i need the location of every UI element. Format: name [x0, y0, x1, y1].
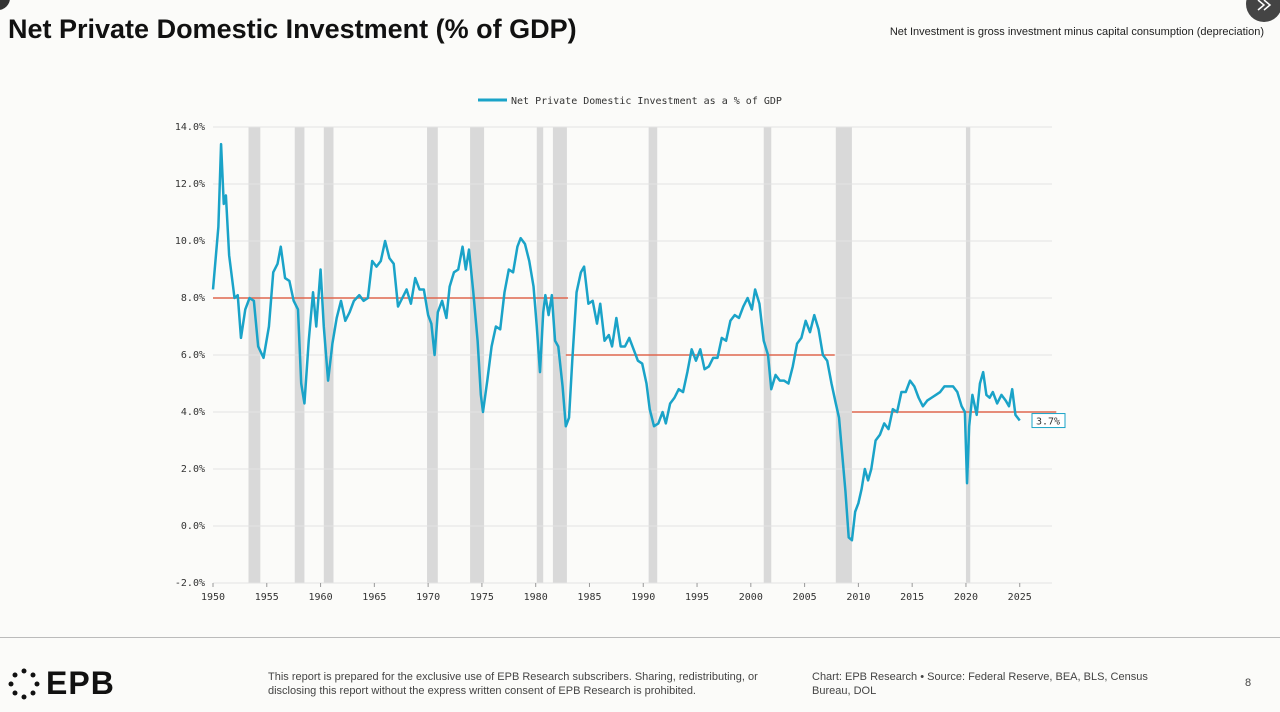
logo-mark — [8, 668, 40, 700]
x-tick-label: 2005 — [793, 592, 817, 603]
x-tick-label: 1975 — [470, 592, 494, 603]
data-line — [211, 142, 1021, 542]
x-tick-label: 1960 — [309, 592, 333, 603]
next-icon — [1257, 0, 1272, 11]
y-tick-label: 2.0% — [181, 464, 205, 475]
slide-note: Net Investment is gross investment minus… — [889, 26, 1264, 38]
y-tick-label: 14.0% — [175, 122, 205, 133]
y-tick-label: 6.0% — [181, 350, 205, 361]
x-tick-label: 1985 — [577, 592, 601, 603]
x-tick-label: 2010 — [846, 592, 870, 603]
corner-decoration — [0, 0, 10, 10]
x-tick-label: 1980 — [524, 592, 548, 603]
y-tick-label: 4.0% — [181, 407, 205, 418]
y-tick-label: -2.0% — [175, 578, 205, 589]
logo: EPB — [46, 665, 115, 701]
legend-label: Net Private Domestic Investment as a % o… — [511, 96, 782, 107]
chart: -2.0% 0.0% 2.0% 4.0% 6.0% 8.0% 10.0% 12.0% 14.0%… — [0, 0, 1280, 603]
x-tick-label: 1995 — [685, 592, 709, 603]
y-tick-label: 10.0% — [175, 236, 205, 247]
divider — [0, 637, 1280, 638]
x-tick-label: 2000 — [739, 592, 763, 603]
source: Chart: EPB Research • Source: Federal Re… — [812, 671, 1148, 697]
x-tick-label: 2020 — [954, 592, 978, 603]
x-tick-label: 1990 — [631, 592, 655, 603]
x-tick-label: 2015 — [900, 592, 924, 603]
disclaimer: This report is prepared for the exclusiv… — [268, 671, 758, 697]
end-label-box — [1031, 413, 1066, 429]
y-tick-label: 8.0% — [181, 293, 205, 304]
x-tick-label: 1965 — [362, 592, 386, 603]
y-tick-label: 0.0% — [181, 521, 205, 532]
slide-title: Net Private Domestic Investment (% of GD… — [8, 14, 577, 44]
x-tick-label: 1970 — [416, 592, 440, 603]
end-label: 3.7% — [1036, 417, 1060, 428]
x-tick-label: 1955 — [255, 592, 279, 603]
next-button[interactable] — [1246, 0, 1280, 22]
x-tick-label: 1950 — [201, 592, 225, 603]
page-number: 8 — [1245, 677, 1252, 689]
y-tick-label: 12.0% — [175, 179, 205, 190]
x-tick-label: 2025 — [1008, 592, 1032, 603]
